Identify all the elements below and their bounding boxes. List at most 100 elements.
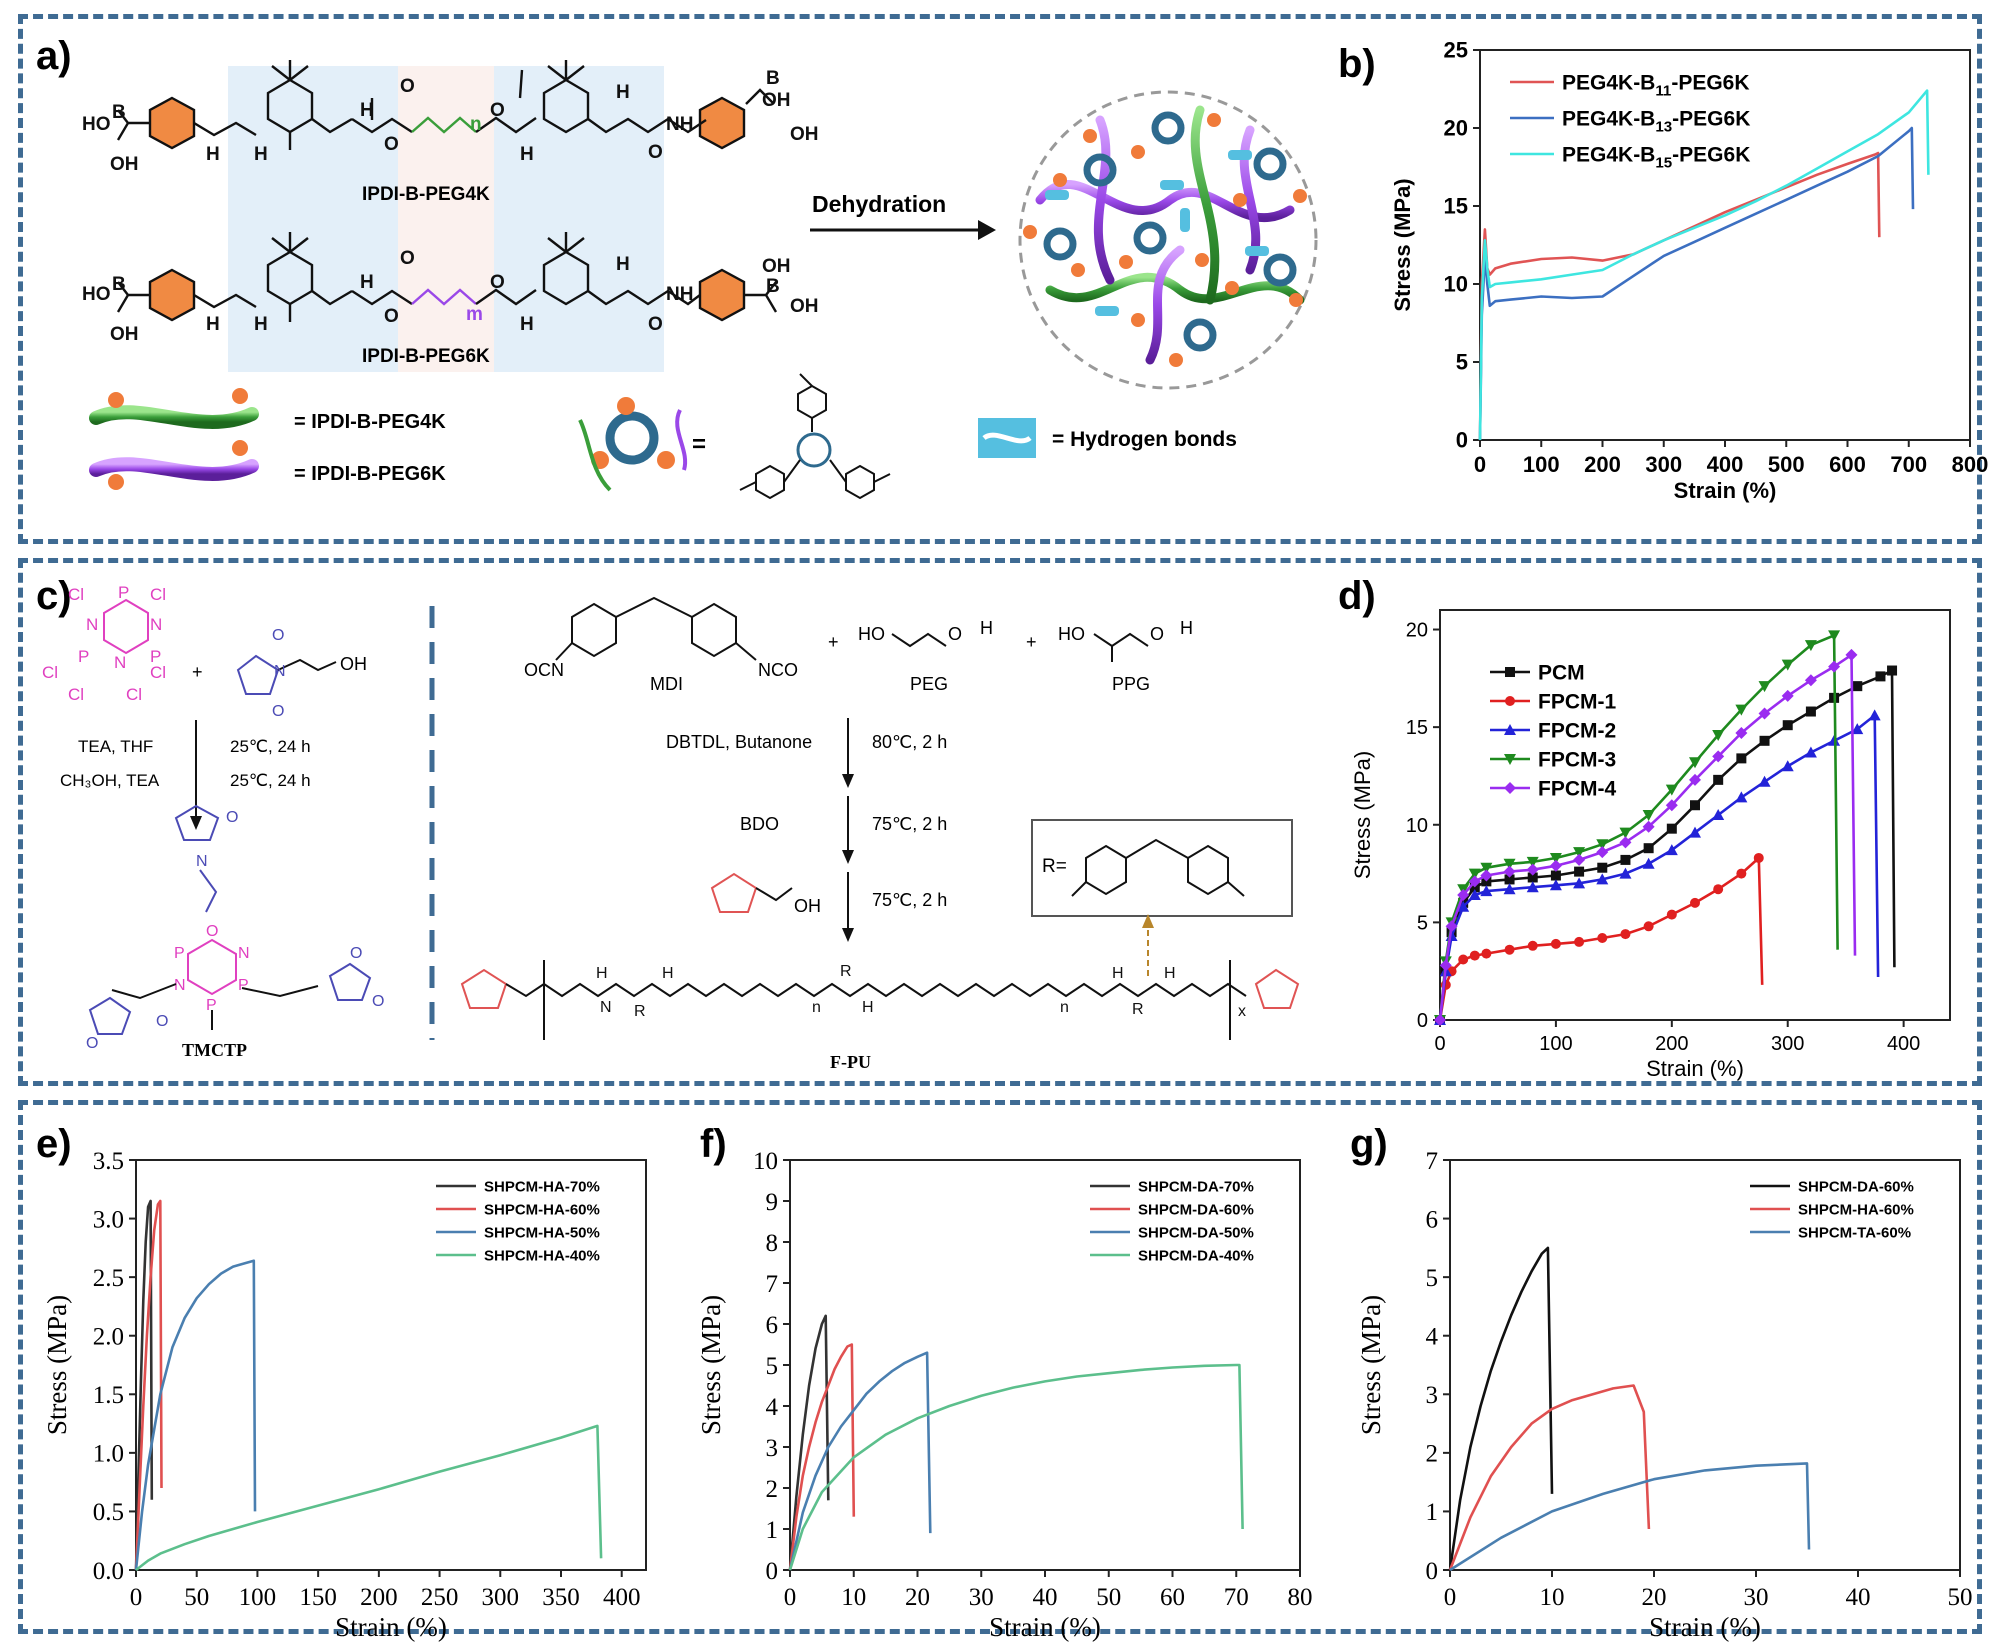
legend-label-base: PEG4K-B: [1562, 144, 1655, 167]
x-tick-label: 800: [1952, 452, 1989, 477]
data-point: [1643, 843, 1654, 854]
data-point: [1736, 868, 1747, 879]
data-point: [1643, 921, 1654, 932]
atom-n-c2: N: [150, 615, 162, 634]
atom-o-7: O: [490, 272, 505, 293]
data-point: [1852, 681, 1863, 692]
series-line: [788, 1351, 932, 1571]
atom-o-8: O: [648, 314, 663, 335]
data-point: [1527, 872, 1538, 883]
reaction-arrows-c2: [842, 718, 854, 942]
atom-p-c6: P: [206, 997, 217, 1014]
plus-c2: +: [828, 632, 839, 652]
y-ticks: 0.0 0.5 1.0 1.5 2.0 2.5 3.0 3.5: [93, 1148, 136, 1585]
scheme-c: P Cl Cl N N Cl Cl P P N Cl Cl + N O O OH…: [42, 583, 1300, 1072]
series-FPCM-1: [1435, 852, 1764, 1025]
data-point: [1758, 707, 1771, 720]
data-point: [1665, 844, 1678, 856]
y-axis-label: Stress (MPa): [42, 1295, 72, 1435]
series-line: [135, 1424, 603, 1572]
chart-f: 0 10 20 30 40 50 60 70 80 0 1 2 3 4 5 6 7 8 9 10 Strain (%) S…: [696, 1148, 1313, 1642]
series-line: [1438, 653, 1857, 1021]
legend-label: SHPCM-DA-60%: [1138, 1201, 1254, 1218]
data-point: [1735, 727, 1748, 739]
atom-h-5: H: [616, 82, 630, 103]
y-axis-label: Stress (MPa): [1350, 751, 1375, 879]
data-point: [1573, 853, 1586, 866]
legend-hbond-text: = Hydrogen bonds: [1052, 428, 1237, 451]
x-tick-label: 0: [784, 1584, 797, 1611]
data-point: [1805, 706, 1816, 717]
data-point: [1712, 729, 1725, 741]
legend-label-subscript: 11: [1655, 83, 1671, 100]
cond-1a: TEA, THF: [78, 737, 153, 756]
fpu-r3: R: [1132, 1001, 1144, 1018]
phosphazene-reactant: P Cl Cl N N Cl Cl P P N Cl Cl: [42, 583, 166, 704]
data-point: [1665, 784, 1678, 796]
x-tick-label: 100: [1539, 1033, 1572, 1055]
atom-p-c3: P: [150, 647, 161, 666]
r-pointer-head-icon: [1142, 914, 1154, 928]
y-tick-label: 1: [1426, 1499, 1439, 1526]
data-point: [1666, 909, 1677, 920]
data-point: [1759, 735, 1770, 746]
x-tick-label: 400: [1707, 452, 1744, 477]
data-point: [1526, 863, 1539, 876]
furfuryl-oh: OH: [794, 896, 821, 916]
y-tick-label: 2.5: [93, 1265, 124, 1292]
series-SHPCM-HA-50%: [134, 1259, 257, 1571]
panel-label-a: a): [36, 34, 72, 78]
legend: PCM FPCM-1 FPCM-2 FPCM-3 FPCM-4: [1490, 662, 1616, 801]
data-point: [1642, 820, 1655, 833]
series-line: [788, 1343, 856, 1571]
network-diagram: [1018, 90, 1318, 390]
mol-label-peg6k: IPDI-B-PEG6K: [362, 346, 490, 367]
legend: SHPCM-DA-60% SHPCM-HA-60% SHPCM-TA-60%: [1750, 1178, 1914, 1241]
atom-oh-6: OH: [790, 296, 819, 317]
legend-label-base: PEG4K-B: [1562, 108, 1655, 131]
atom-o-1: O: [384, 134, 399, 155]
data-point: [1736, 753, 1747, 764]
legend-label: SHPCM-DA-60%: [1798, 1178, 1914, 1195]
y-tick-label: 0: [1417, 1010, 1428, 1032]
fpu-sub-n1: n: [812, 999, 821, 1016]
x-tick-label: 600: [1829, 452, 1866, 477]
series-SHPCM-HA-60%: [134, 1199, 163, 1571]
data-point: [1468, 875, 1481, 888]
data-point: [1781, 659, 1794, 671]
y-tick-label: 1.5: [93, 1382, 124, 1409]
atom-p-c1: P: [118, 583, 129, 602]
atom-b-4: B: [766, 276, 780, 297]
x-ticks: 0 100 200 300 400 500 600 700 800: [1474, 440, 1988, 477]
furfuryl-alcohol: OH: [710, 872, 821, 916]
panel-label-d: d): [1338, 574, 1376, 618]
chart-b: 0 100 200 300 400 500 600 700 800 0 5 10 15 20 25 Strai…: [1390, 38, 1988, 503]
fpu-labels: H N R H n R H n H R H x: [596, 963, 1246, 1020]
x-axis-label: Strain (%): [989, 1612, 1101, 1642]
data-point: [1481, 948, 1492, 959]
data-point: [1596, 846, 1609, 859]
data-point: [1549, 879, 1562, 891]
panel-label-f: f): [700, 1122, 727, 1166]
legend-marker: [1505, 696, 1515, 706]
x-tick-label: 100: [1523, 452, 1560, 477]
y-tick-label: 20: [1444, 116, 1468, 141]
y-tick-label: 2.0: [93, 1323, 124, 1350]
mdi-ocn: OCN: [524, 660, 564, 680]
legend: PEG4K-B11-PEG6KPEG4K-B13-PEG6KPEG4K-B15-…: [1510, 72, 1750, 172]
data-point: [1504, 944, 1515, 955]
data-point: [1597, 933, 1608, 943]
atom-sub-n: n: [470, 114, 482, 135]
legend-label: SHPCM-HA-60%: [1798, 1201, 1914, 1218]
atom-ho-3: HO: [82, 284, 111, 305]
atom-oh-c1: OH: [340, 654, 367, 674]
data-point: [1573, 877, 1586, 889]
fpu-h3: H: [862, 999, 874, 1016]
panel-label-g: g): [1350, 1122, 1388, 1166]
fpu-r1: R: [634, 1003, 646, 1020]
x-axis-label: Strain (%): [1646, 1056, 1744, 1081]
data-point: [1550, 870, 1561, 881]
data-point: [1735, 704, 1748, 716]
atom-h-9: H: [520, 314, 534, 335]
series-line: [1448, 1246, 1554, 1571]
